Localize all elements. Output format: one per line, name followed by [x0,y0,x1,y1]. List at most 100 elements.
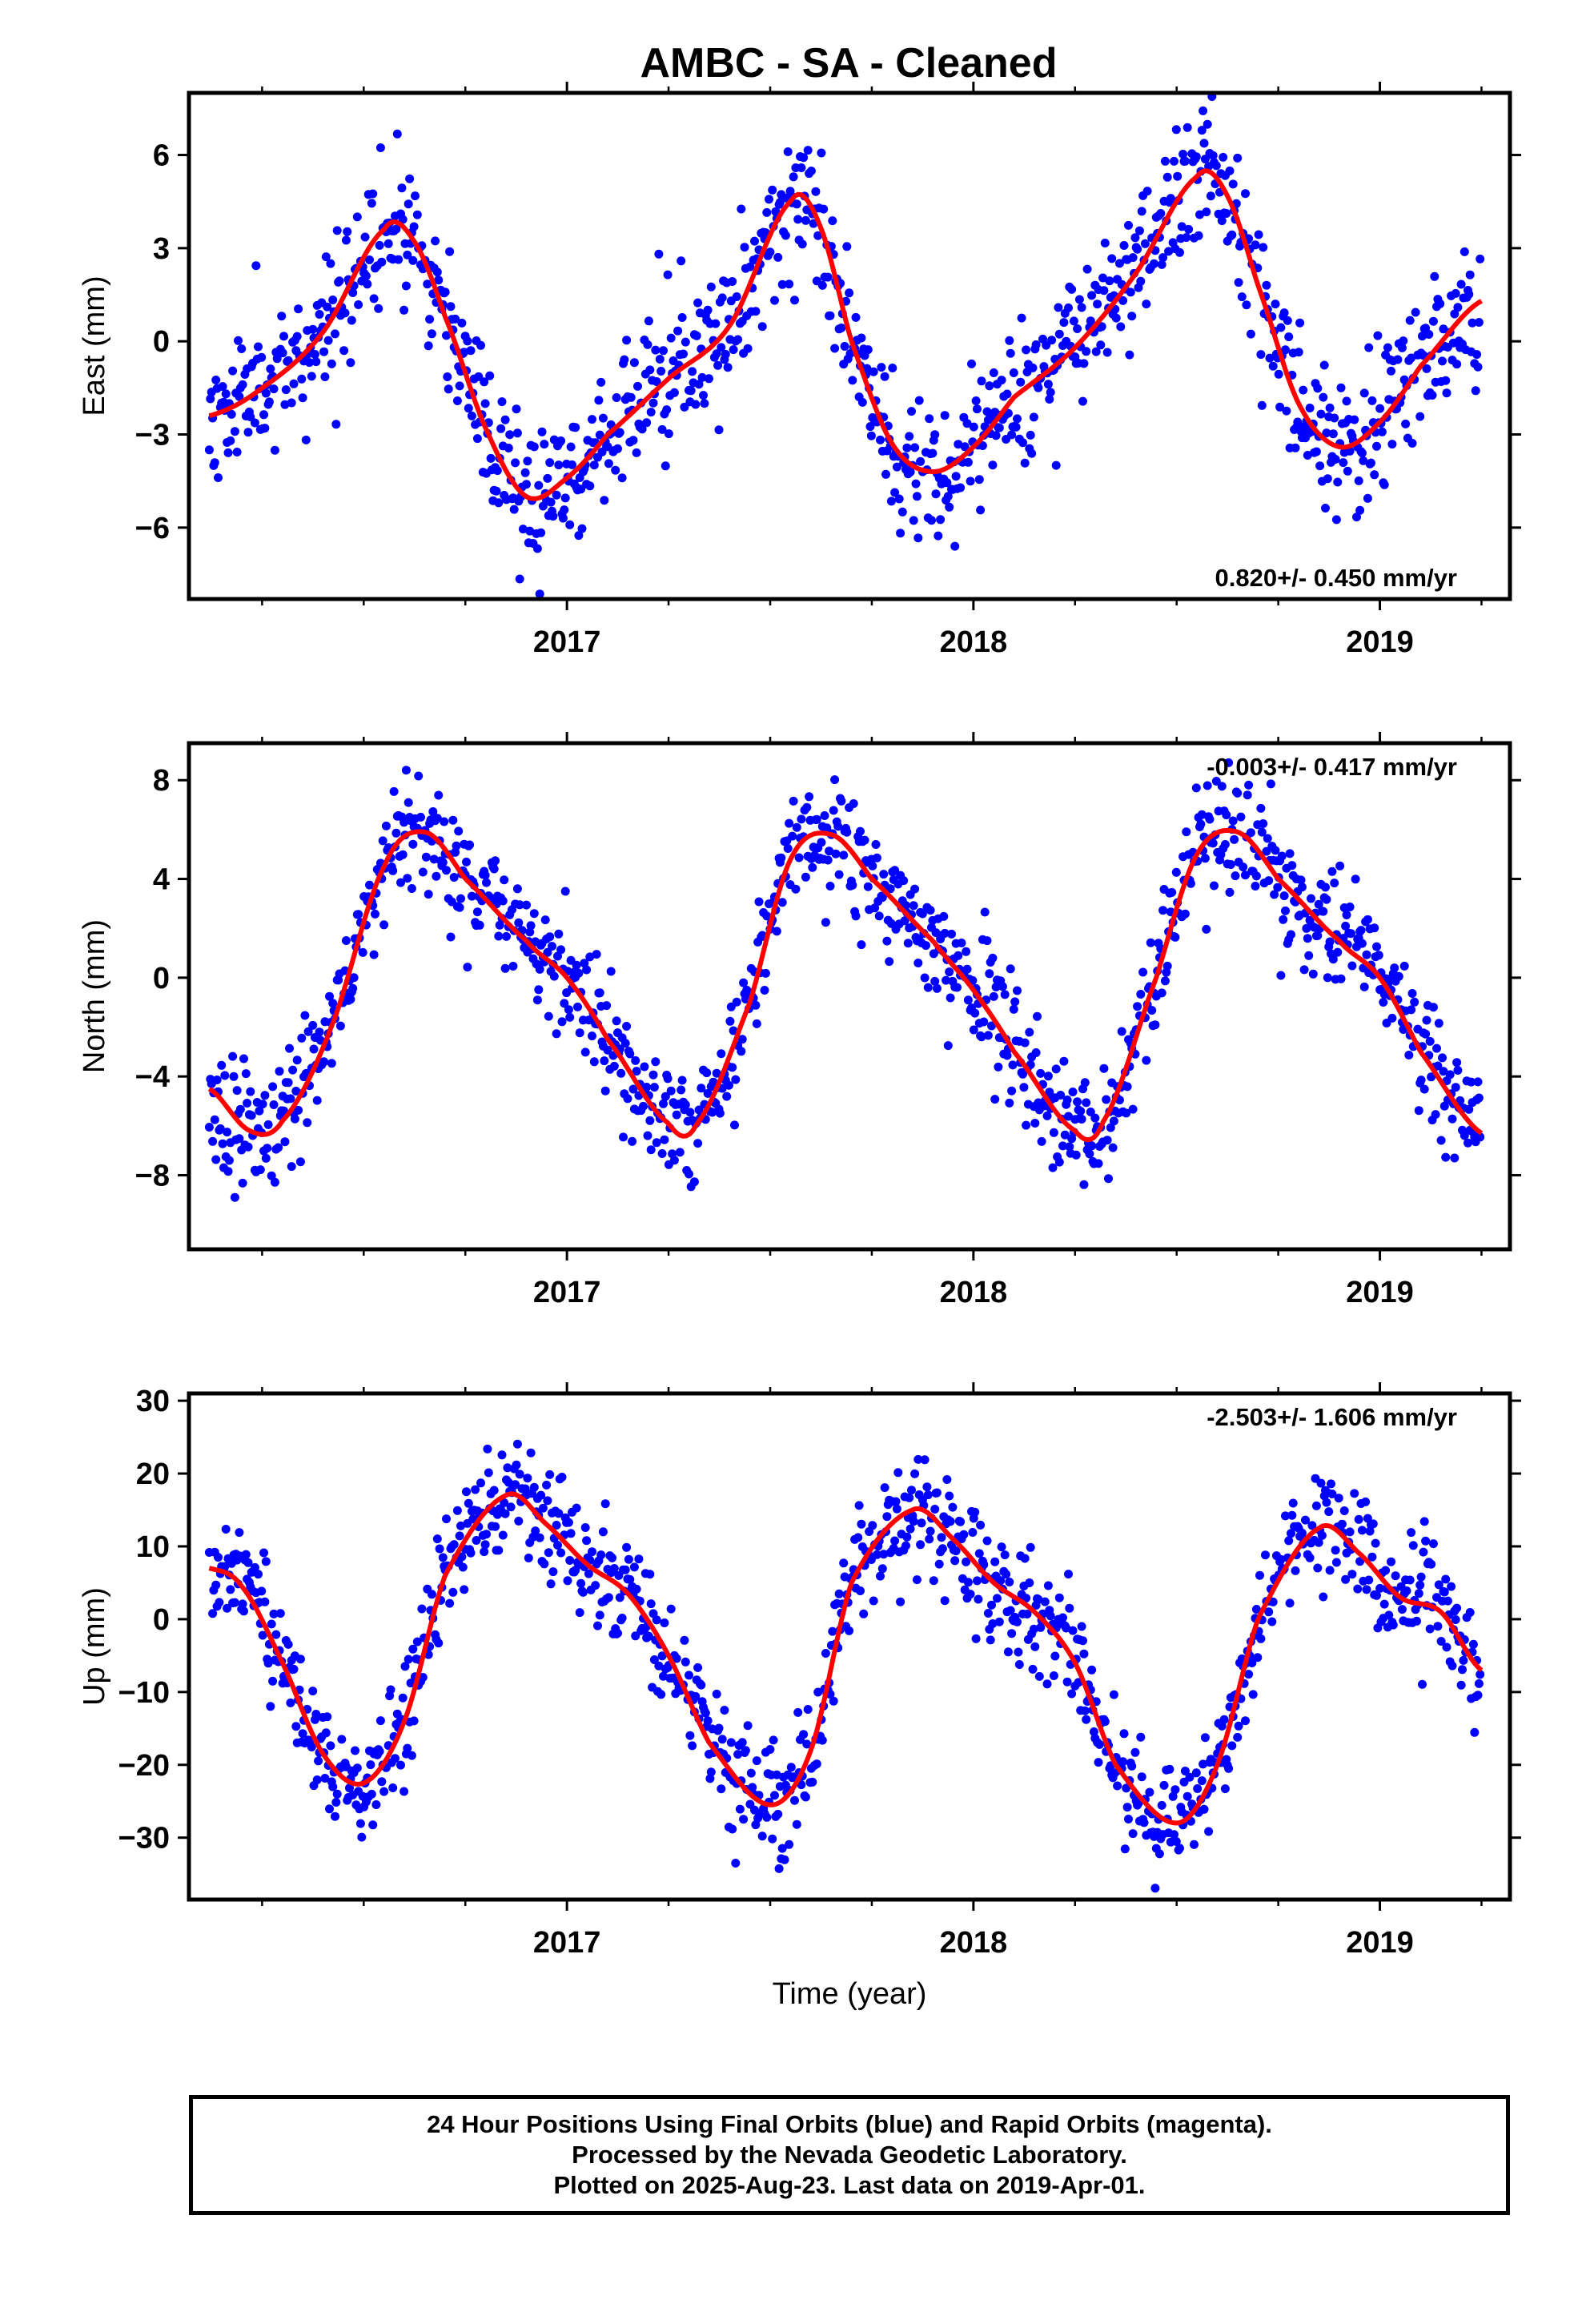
data-point [1451,1615,1460,1624]
data-point [221,1525,231,1534]
data-point [215,1124,225,1133]
data-point [1107,254,1117,263]
data-point [666,333,676,343]
data-point [893,1468,903,1478]
data-point [706,1767,716,1777]
data-point [290,1114,299,1124]
data-point [283,1639,293,1649]
data-point [525,526,535,536]
data-point [609,1564,619,1573]
data-point [971,396,981,405]
data-point [765,247,775,257]
data-point [598,413,608,423]
data-point [912,1575,921,1585]
data-point [1387,366,1395,376]
data-point [1117,1027,1126,1036]
data-point [694,1105,704,1115]
data-point [922,1482,932,1492]
data-point [1186,879,1195,888]
data-point [1184,224,1194,234]
data-point [943,492,953,501]
data-point [877,1564,887,1574]
data-point [1439,1067,1448,1076]
data-point [839,1558,849,1568]
data-point [821,1649,830,1658]
data-point [1118,1757,1128,1767]
data-point [295,1655,305,1664]
data-point [580,1047,590,1057]
data-point [1277,851,1287,861]
data-point [369,294,379,304]
data-point [930,976,940,986]
data-point [452,396,462,405]
data-point [1171,125,1181,135]
data-point [1234,278,1243,287]
data-point [892,462,901,472]
data-point [909,901,918,911]
data-point [1421,1536,1431,1546]
data-point [1438,1053,1447,1063]
data-point [1013,414,1022,424]
data-point [717,293,727,303]
data-point [1029,1624,1038,1634]
data-point [1262,846,1271,856]
data-point [1367,396,1377,405]
data-point [267,1619,276,1629]
data-point [1473,1691,1483,1700]
data-point [463,336,472,346]
data-point [669,388,679,397]
data-point [963,1578,973,1587]
data-point [799,1730,809,1739]
data-point [435,1544,444,1554]
data-point [987,1021,996,1031]
data-point [700,399,709,408]
data-point [549,971,559,981]
data-point [289,1664,299,1674]
data-point [876,435,885,444]
data-point [1314,899,1323,909]
x-tick-label: 2019 [1346,1276,1414,1309]
data-point [1261,1550,1270,1560]
data-point [1191,152,1201,162]
data-point [691,1691,701,1701]
data-point [732,997,741,1007]
data-point [1283,316,1292,325]
data-point [973,404,982,414]
data-point [792,199,801,209]
data-point [358,947,367,957]
data-point [829,1696,838,1706]
data-point [1276,971,1286,980]
data-point [797,814,806,824]
data-point [1458,1665,1467,1675]
data-point [1372,942,1381,951]
data-point [258,1100,267,1109]
data-point [985,969,994,979]
data-point [974,475,984,485]
data-point [762,207,772,217]
data-point [652,1138,661,1148]
data-point [622,336,632,345]
data-point [942,1475,952,1484]
data-point [1476,1670,1485,1679]
data-point [573,1002,582,1011]
data-point [1307,1521,1317,1530]
data-point [1054,1593,1064,1602]
data-point [757,322,767,332]
data-point [790,296,799,305]
data-point [968,1528,978,1537]
data-point [945,502,954,512]
data-point [845,1626,854,1635]
data-point [680,1635,689,1645]
data-point [484,1468,493,1478]
data-point [553,1541,562,1550]
data-point [398,850,408,859]
data-point [1281,1511,1290,1521]
data-point [743,344,753,353]
data-point [492,466,502,476]
data-point [230,427,239,436]
data-point [1410,997,1419,1007]
data-point [651,1057,661,1067]
data-point [360,232,370,242]
data-point [657,424,667,434]
data-point [634,1554,644,1564]
